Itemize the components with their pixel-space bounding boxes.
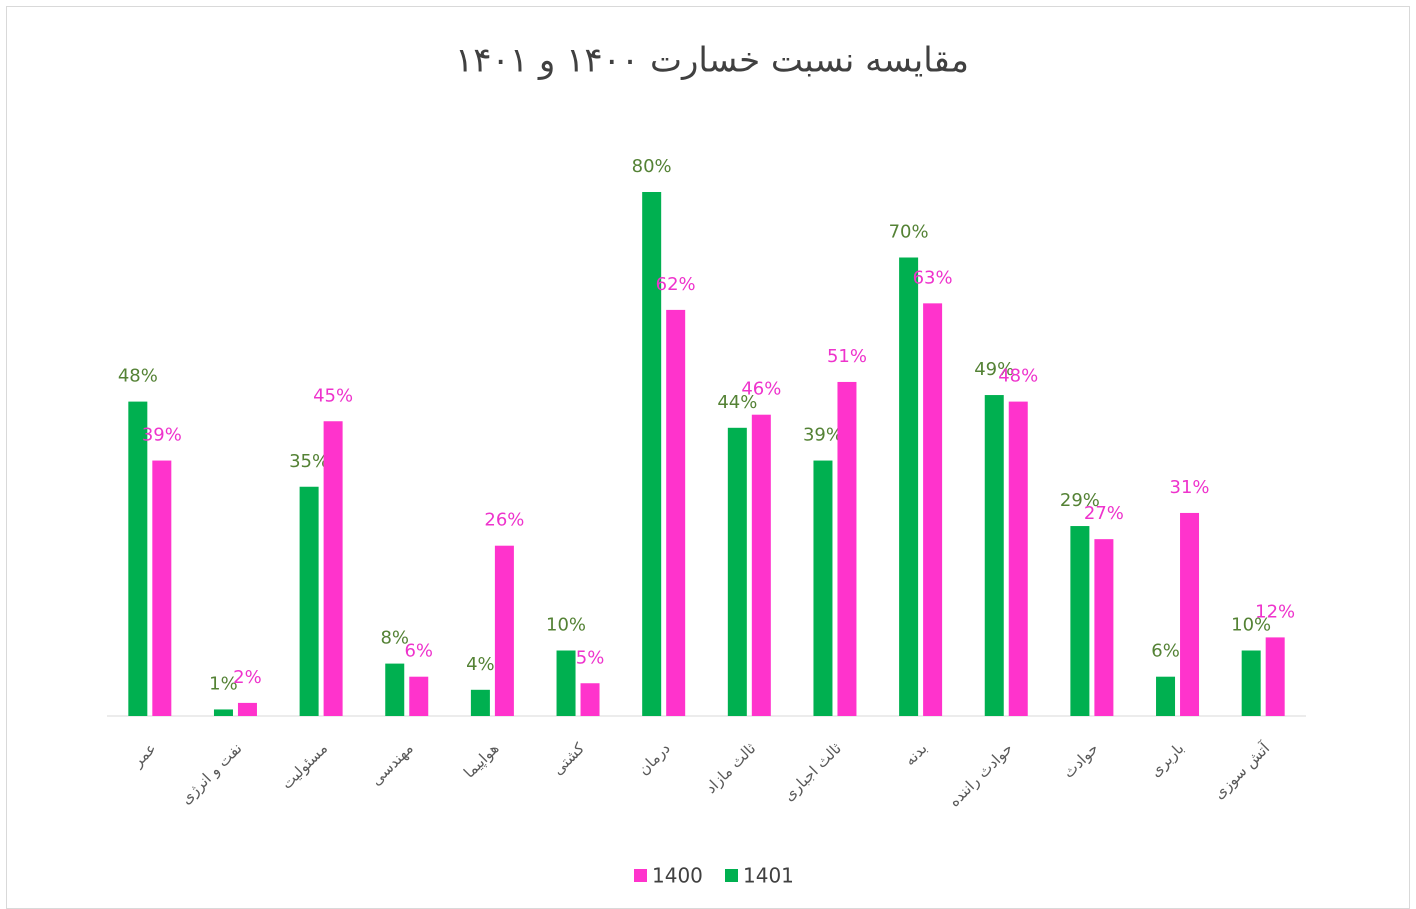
data-label: 12% [1255, 601, 1295, 622]
bar [1094, 539, 1114, 716]
bar [666, 309, 686, 716]
data-label: 10% [546, 615, 586, 636]
data-label: 35% [289, 451, 329, 472]
bar [299, 486, 319, 716]
data-label: 6% [1151, 641, 1180, 662]
data-label: 31% [1170, 477, 1210, 498]
data-label: 26% [484, 510, 524, 531]
bar [385, 663, 405, 716]
data-label: 5% [576, 647, 605, 668]
data-label: 1% [209, 673, 238, 694]
data-label: 51% [827, 346, 867, 367]
data-label: 10% [1231, 615, 1271, 636]
chart-title: مقایسه نسبت خسارت ۱۴۰۰ و ۱۴۰۱ [455, 41, 969, 81]
bar [923, 303, 943, 716]
bar [470, 689, 490, 716]
data-label: 62% [656, 274, 696, 295]
data-label: 4% [466, 654, 495, 675]
data-label: 44% [717, 392, 757, 413]
bar [984, 395, 1004, 716]
data-label: 8% [380, 628, 409, 649]
bar [899, 257, 919, 716]
bar [494, 545, 514, 716]
bar [556, 650, 576, 716]
legend-swatch [725, 869, 738, 882]
data-label: 29% [1060, 490, 1100, 511]
bar [751, 414, 771, 716]
data-label: 70% [889, 222, 929, 243]
bar [1156, 676, 1176, 716]
bar [1265, 637, 1285, 716]
bar [1180, 512, 1200, 716]
legend-label: 1400 [652, 864, 703, 888]
data-label: 45% [313, 385, 353, 406]
data-label: 39% [142, 425, 182, 446]
data-label: 48% [118, 366, 158, 387]
bar [642, 192, 662, 716]
data-label: 48% [998, 366, 1038, 387]
bar [213, 709, 233, 716]
bar [152, 460, 172, 716]
data-label: 39% [803, 425, 843, 446]
bar [580, 683, 600, 716]
data-label: 63% [913, 267, 953, 288]
data-label: 46% [741, 379, 781, 400]
chart-border [6, 6, 1410, 909]
bar [128, 401, 148, 716]
legend-label: 1401 [743, 864, 794, 888]
data-label: 6% [404, 641, 433, 662]
bar [727, 427, 747, 716]
data-label: 80% [632, 156, 672, 177]
bar [837, 381, 857, 716]
data-label: 2% [233, 667, 262, 688]
bar [813, 460, 833, 716]
bar [1008, 401, 1028, 716]
bar [1070, 526, 1090, 716]
bar [1241, 650, 1261, 716]
legend-swatch [634, 869, 647, 882]
bar [237, 702, 257, 716]
bar [323, 421, 343, 716]
data-label: 27% [1084, 503, 1124, 524]
bar [409, 676, 429, 716]
data-label: 49% [974, 359, 1014, 380]
